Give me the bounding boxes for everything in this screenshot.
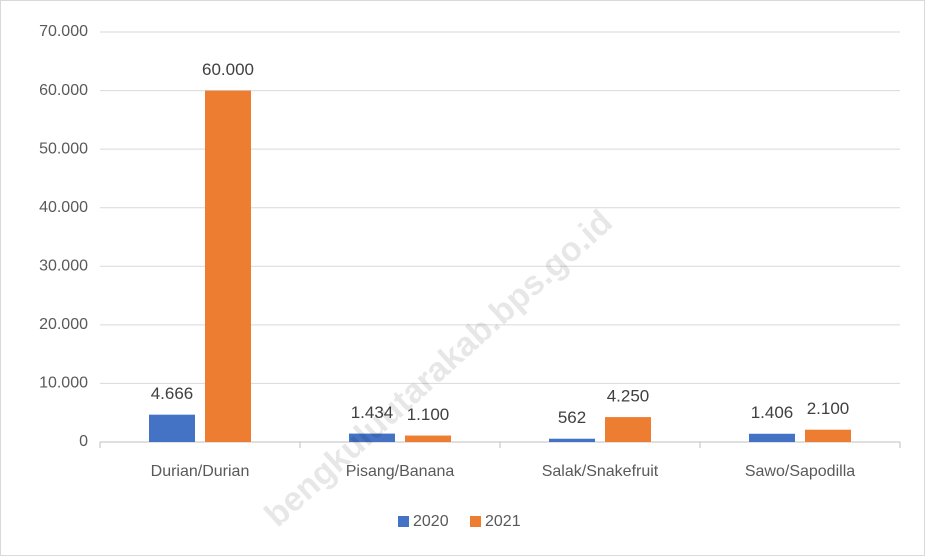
legend: 2020 2021 xyxy=(398,513,521,530)
legend-swatch xyxy=(470,516,481,527)
bar xyxy=(605,417,651,442)
x-tick-label: Durian/Durian xyxy=(151,463,250,480)
y-tick-label: 10.000 xyxy=(39,375,88,392)
legend-label: 2021 xyxy=(485,513,521,530)
legend-label: 2020 xyxy=(413,513,449,530)
data-label: 4.250 xyxy=(607,387,650,406)
y-tick-label: 20.000 xyxy=(39,316,88,333)
data-label: 1.100 xyxy=(407,405,450,424)
y-tick-label: 30.000 xyxy=(39,258,88,275)
data-label: 4.666 xyxy=(151,384,194,403)
bar xyxy=(749,433,795,442)
x-tick-label: Salak/Snakefruit xyxy=(542,463,659,480)
bar xyxy=(405,435,451,442)
data-label: 562 xyxy=(558,408,586,427)
legend-swatch xyxy=(398,516,409,527)
bar xyxy=(349,433,395,442)
data-label: 2.100 xyxy=(807,399,850,418)
bar xyxy=(805,429,851,442)
y-tick-label: 40.000 xyxy=(39,199,88,216)
x-tick-label: Sawo/Sapodilla xyxy=(745,463,855,480)
bar xyxy=(205,90,251,443)
y-tick-label: 50.000 xyxy=(39,140,88,157)
bar xyxy=(149,414,195,442)
y-tick-label: 0 xyxy=(79,433,88,450)
data-label: 1.434 xyxy=(351,403,394,422)
data-label: 60.000 xyxy=(202,60,254,79)
bar xyxy=(549,438,595,442)
x-tick-label: Pisang/Banana xyxy=(346,463,455,480)
y-tick-label: 60.000 xyxy=(39,82,88,99)
y-tick-label: 70.000 xyxy=(39,23,88,40)
data-label: 1.406 xyxy=(751,403,794,422)
